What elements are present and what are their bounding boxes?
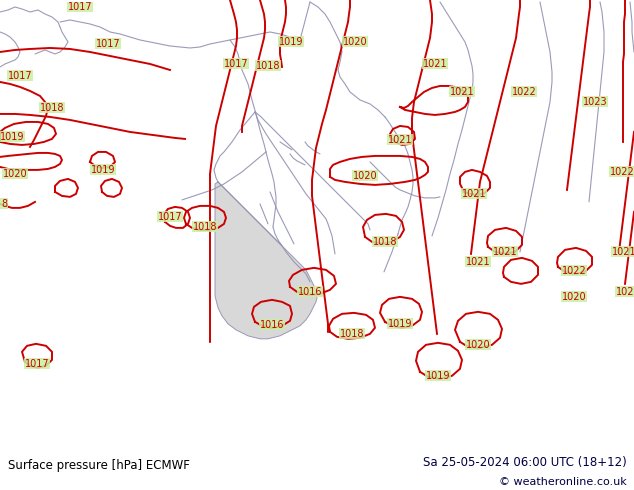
Text: 1018: 1018 <box>193 222 217 232</box>
Text: 1020: 1020 <box>3 169 27 179</box>
Text: 1020: 1020 <box>343 37 367 47</box>
Text: 1021: 1021 <box>493 247 517 257</box>
Text: 1019: 1019 <box>0 132 24 142</box>
Text: 1020: 1020 <box>353 171 377 181</box>
Text: 1021: 1021 <box>466 257 490 267</box>
Text: 1019: 1019 <box>426 371 450 381</box>
Text: 1017: 1017 <box>224 59 249 69</box>
Text: 1022: 1022 <box>610 167 634 177</box>
Text: 1021: 1021 <box>612 247 634 257</box>
Text: 1022: 1022 <box>512 87 536 97</box>
Text: 1021: 1021 <box>423 59 448 69</box>
Text: 1021: 1021 <box>387 135 412 145</box>
Text: 1019: 1019 <box>279 37 303 47</box>
Text: 1019: 1019 <box>91 165 115 175</box>
Polygon shape <box>215 182 317 339</box>
Text: 1017: 1017 <box>96 39 120 49</box>
Text: 1022: 1022 <box>562 266 586 276</box>
Text: 1021: 1021 <box>462 189 486 199</box>
Text: Sa 25-05-2024 06:00 UTC (18+12): Sa 25-05-2024 06:00 UTC (18+12) <box>423 456 626 469</box>
Text: 1019: 1019 <box>388 319 412 329</box>
Text: 8: 8 <box>1 199 7 209</box>
Text: 1018: 1018 <box>340 329 365 339</box>
Text: 1020: 1020 <box>562 292 586 302</box>
Text: 1016: 1016 <box>298 287 322 297</box>
Text: 1020: 1020 <box>616 287 634 297</box>
Text: © weatheronline.co.uk: © weatheronline.co.uk <box>499 477 626 487</box>
Text: 1017: 1017 <box>158 212 183 222</box>
Text: 1017: 1017 <box>68 2 93 12</box>
Text: 1020: 1020 <box>466 340 490 350</box>
Text: 1016: 1016 <box>260 320 284 330</box>
Text: Surface pressure [hPa] ECMWF: Surface pressure [hPa] ECMWF <box>8 459 190 472</box>
Text: 1017: 1017 <box>25 359 49 369</box>
Text: 1018: 1018 <box>256 61 280 71</box>
Text: 1023: 1023 <box>583 97 607 107</box>
Text: 1018: 1018 <box>373 237 398 247</box>
Text: 1021: 1021 <box>450 87 474 97</box>
Text: 1018: 1018 <box>40 103 64 113</box>
Text: 1017: 1017 <box>8 71 32 81</box>
